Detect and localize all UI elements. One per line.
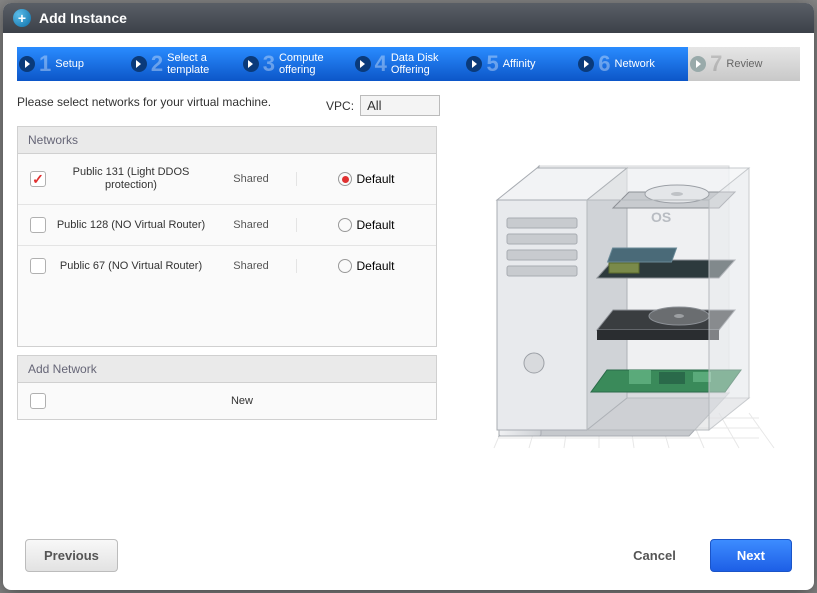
add-network-panel: Add Network New [17,355,437,420]
step-data-disk-offering[interactable]: 4Data Disk Offering [353,47,465,81]
step-label: Select a template [167,52,239,76]
step-affinity[interactable]: 5 Affinity [464,47,576,81]
chevron-right-icon [355,56,371,72]
step-number: 3 [263,51,275,77]
chevron-right-icon [578,56,594,72]
default-radio[interactable] [338,218,352,232]
network-default: Default [296,259,428,273]
dialog-titlebar: + Add Instance [3,3,814,33]
next-button[interactable]: Next [710,539,792,572]
network-type: Shared [206,173,296,185]
chevron-right-icon [243,56,259,72]
networks-header: Networks [18,127,436,154]
step-number: 2 [151,51,163,77]
network-type: Shared [206,219,296,231]
step-number: 5 [486,51,498,77]
network-checkbox[interactable] [30,258,46,274]
network-name: Public 131 (Light DDOS protection) [56,166,206,192]
left-pane: Please select networks for your virtual … [17,95,437,511]
cancel-button[interactable]: Cancel [615,540,694,571]
step-label: Network [615,58,655,70]
dialog-footer: Previous Cancel Next [3,525,814,590]
os-label: OS [651,209,671,225]
chevron-right-icon [19,56,35,72]
default-radio[interactable] [338,259,352,273]
step-compute-offering[interactable]: 3Compute offering [241,47,353,81]
plus-icon: + [13,9,31,27]
instruction-text: Please select networks for your virtual … [17,95,308,109]
step-label: Compute offering [279,52,351,76]
instruction-row: Please select networks for your virtual … [17,95,437,116]
vpc-label: VPC: [326,99,354,113]
step-number: 1 [39,51,51,77]
add-network-row: New [18,383,436,419]
step-review: 7 Review [688,47,800,81]
panel-spacer [18,286,436,346]
network-row: Public 131 (Light DDOS protection)Shared… [18,154,436,205]
add-network-name: New [56,395,428,408]
network-type: Shared [206,260,296,272]
network-name: Public 67 (NO Virtual Router) [56,260,206,273]
network-row: Public 128 (NO Virtual Router)Shared Defa… [18,205,436,246]
add-instance-dialog: + Add Instance 1Setup2Select a template3… [3,3,814,590]
step-number: 4 [375,51,387,77]
previous-button[interactable]: Previous [25,539,118,572]
chevron-right-icon [690,56,706,72]
default-radio[interactable] [338,172,352,186]
dialog-title: Add Instance [39,10,127,26]
network-name: Public 128 (NO Virtual Router) [56,219,206,232]
step-label: Data Disk Offering [391,52,463,76]
chevron-right-icon [466,56,482,72]
network-checkbox[interactable] [30,217,46,233]
network-checkbox[interactable] [30,171,46,187]
default-label: Default [356,218,394,232]
network-row: Public 67 (NO Virtual Router)Shared Defau… [18,246,436,286]
default-label: Default [356,172,394,186]
step-label: Affinity [503,58,536,70]
step-setup[interactable]: 1 Setup [17,47,129,81]
chevron-right-icon [131,56,147,72]
illustration-pane: OS [457,95,800,511]
default-label: Default [356,259,394,273]
step-label: Setup [55,58,84,70]
step-label: Review [726,58,762,70]
step-select-a-template[interactable]: 2Select a template [129,47,241,81]
network-default: Default [296,218,428,232]
step-network[interactable]: 6 Network [576,47,688,81]
networks-panel: Networks Public 131 (Light DDOS protecti… [17,126,437,347]
server-illustration: OS [479,148,779,458]
step-number: 6 [598,51,610,77]
vpc-selector: VPC: All ▲▼ [326,95,437,116]
add-network-checkbox[interactable] [30,393,46,409]
add-network-header: Add Network [18,356,436,383]
network-default: Default [296,172,428,186]
step-number: 7 [710,51,722,77]
wizard-stepper: 1Setup2Select a template3Compute offerin… [17,47,800,81]
vpc-select[interactable]: All [360,95,440,116]
dialog-content: Please select networks for your virtual … [3,81,814,525]
